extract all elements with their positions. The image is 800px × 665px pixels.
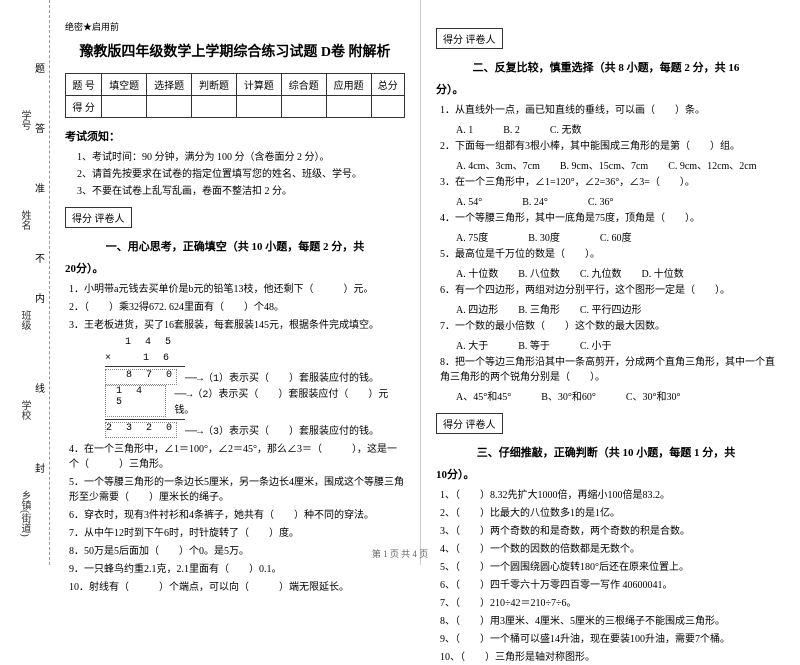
- binding-char: 不: [35, 250, 45, 265]
- binding-label: 班级: [17, 310, 32, 330]
- th: 填空题: [102, 74, 147, 96]
- calc-rule: [105, 419, 185, 420]
- multiplication-work: 1 4 5 × 1 6 8 7 0 ──→（1）表示买（ ）套服装应付的钱。 1 …: [105, 337, 405, 438]
- question: 2．（ ）乘32得672. 624里面有（ ）个48。: [65, 300, 405, 315]
- th: 综合题: [281, 74, 326, 96]
- section-score-box: 得分 评卷人: [65, 207, 132, 228]
- question: 9．一只蜂鸟约重2.1克，2.1里面有（ ）0.1。: [65, 562, 405, 577]
- binding-label: 乡镇(街道): [17, 490, 32, 537]
- section-title-cont: 20分）。: [65, 260, 405, 276]
- question: 7．从中午12时到下午6时，时针旋转了（ ）度。: [65, 526, 405, 541]
- question: 3．王老板进货，买了16套服装，每套服装145元，根据条件完成填空。: [65, 318, 405, 333]
- section-title-cont: 10分）。: [436, 466, 776, 482]
- question: 5、（ ）一个圆围绕圆心旋转180°后还在原来位置上。: [436, 560, 776, 575]
- question: 1．从直线外一点，画已知直线的垂线，可以画（ ）条。: [436, 103, 776, 118]
- binding-label: 学号: [17, 110, 32, 130]
- question: 4．在一个三角形中，∠1＝100°，∠2＝45°，那么∠3＝（ ），这是一个（ …: [65, 442, 405, 472]
- options: A. 大于 B. 等于 C. 小于: [436, 337, 776, 352]
- question: 8、（ ）用3厘米、4厘米、5厘米的三根绳子不能围成三角形。: [436, 614, 776, 629]
- section-score-box: 得分 评卷人: [436, 413, 503, 434]
- question: 3．在一个三角形中，∠1=120°，∠2=36°，∠3=（ ）。: [436, 175, 776, 190]
- section-title: 二、反复比较，慎重选择（共 8 小题，每题 2 分，共 16: [436, 59, 776, 75]
- calc-note: ──→（2）表示买（ ）套服装应付（ ）元钱。: [174, 385, 405, 417]
- question: 2、（ ）比最大的八位数多1的是1亿。: [436, 506, 776, 521]
- binding-char: 线: [35, 380, 45, 395]
- td[interactable]: [102, 96, 147, 118]
- question: 4．一个等腰三角形，其中一底角是75度，顶角是（ ）。: [436, 211, 776, 226]
- td[interactable]: [147, 96, 192, 118]
- notice-item: 2、请首先按要求在试卷的指定位置填写您的姓名、班级、学号。: [65, 165, 405, 180]
- binding-char: 答: [35, 120, 45, 135]
- question: 9、（ ）一个桶可以盛14升油，现在要装100升油，需要7个桶。: [436, 632, 776, 647]
- question: 6．穿衣时，现有3件衬衫和4条裤子，她共有（ ）种不同的穿法。: [65, 508, 405, 523]
- th: 题 号: [66, 74, 102, 96]
- notice-item: 3、不要在试卷上乱写乱画，卷面不整洁扣 2 分。: [65, 182, 405, 197]
- notice-title: 考试须知：: [65, 128, 405, 144]
- right-column: 得分 评卷人 二、反复比较，慎重选择（共 8 小题，每题 2 分，共 16 分）…: [421, 0, 791, 565]
- section-title: 一、用心思考，正确填空（共 10 小题，每题 2 分，共: [65, 238, 405, 254]
- question: 6、（ ）四千零六十万零四百零一写作 40600041。: [436, 578, 776, 593]
- exam-title: 豫教版四年级数学上学期综合练习试题 D卷 附解析: [65, 41, 405, 61]
- question: 5．一个等腰三角形的一条边长5厘米，另一条边长4厘米，围成这个等腰三角形至少需要…: [65, 475, 405, 505]
- calc-result: 2 3 2 0: [105, 422, 177, 438]
- th: 判断题: [192, 74, 237, 96]
- question: 1．小明带a元钱去买单价是b元的铅笔13枝，他还剩下（ ）元。: [65, 282, 405, 297]
- question: 2．下面每一组都有3根小棒，其中能围成三角形的是第（ ）组。: [436, 139, 776, 154]
- binding-label: 学校: [17, 400, 32, 420]
- calc-times: × 1 6: [105, 348, 405, 364]
- section-title-cont: 分）。: [436, 81, 776, 97]
- binding-label: 姓名: [17, 210, 32, 230]
- section-title: 三、仔细推敲，正确判断（共 10 小题，每题 1 分，共: [436, 444, 776, 460]
- th: 总分: [371, 74, 404, 96]
- calc-partial: 1 4 5: [105, 385, 166, 417]
- calc-note: ──→（1）表示买（ ）套服装应付的钱。: [185, 369, 379, 385]
- left-column: 绝密★启用前 豫教版四年级数学上学期综合练习试题 D卷 附解析 题 号 填空题 …: [50, 0, 420, 565]
- table-row: 题 号 填空题 选择题 判断题 计算题 综合题 应用题 总分: [66, 74, 405, 96]
- options: A. 四边形 B. 三角形 C. 平行四边形: [436, 301, 776, 316]
- question: 1、（ ）8.32先扩大1000倍，再缩小100倍是83.2。: [436, 488, 776, 503]
- score-table: 题 号 填空题 选择题 判断题 计算题 综合题 应用题 总分 得 分: [65, 73, 405, 118]
- calc-rule: [105, 366, 185, 367]
- question: 10．射线有（ ）个端点，可以向（ ）端无限延长。: [65, 580, 405, 595]
- options: A. 十位数 B. 八位数 C. 九位数 D. 十位数: [436, 265, 776, 280]
- binding-char: 准: [35, 180, 45, 195]
- calc-num: 1 4 5: [105, 337, 405, 348]
- question: 8．50万是5后面加（ ）个0。是5万。: [65, 544, 405, 559]
- options: A. 54° B. 24° C. 36°: [436, 193, 776, 208]
- calc-partial: 8 7 0: [105, 369, 177, 385]
- td[interactable]: [192, 96, 237, 118]
- table-row: 得 分: [66, 96, 405, 118]
- th: 应用题: [326, 74, 371, 96]
- th: 计算题: [236, 74, 281, 96]
- secret-tag: 绝密★启用前: [65, 20, 405, 33]
- page-footer: 第 1 页 共 4 页: [372, 547, 428, 560]
- binding-char: 内: [35, 290, 45, 305]
- options: A、45°和45° B、30°和60° C、30°和30°: [436, 388, 776, 403]
- question: 4、（ ）一个数的因数的倍数都是无数个。: [436, 542, 776, 557]
- td: 得 分: [66, 96, 102, 118]
- section-score-box: 得分 评卷人: [436, 28, 503, 49]
- options: A. 1 B. 2 C. 无数: [436, 121, 776, 136]
- th: 选择题: [147, 74, 192, 96]
- page-container: 乡镇(街道) 学校 班级 姓名 学号 封 线 内 不 准 答 题 绝密★启用前 …: [0, 0, 800, 565]
- question: 7、（ ）210÷42＝210÷7÷6。: [436, 596, 776, 611]
- question: 8．把一个等边三角形沿其中一条高剪开，分成两个直角三角形，其中一个直角三角形的两…: [436, 355, 776, 385]
- question: 6．有一个四边形，两组对边分别平行，这个图形一定是（ ）。: [436, 283, 776, 298]
- td[interactable]: [281, 96, 326, 118]
- binding-margin: 乡镇(街道) 学校 班级 姓名 学号 封 线 内 不 准 答 题: [0, 0, 50, 565]
- question: 5．最高位是千万位的数是（ ）。: [436, 247, 776, 262]
- calc-note: ──→（3）表示买（ ）套服装应付的钱。: [185, 422, 379, 438]
- question: 10、（ ）三角形是轴对称图形。: [436, 650, 776, 665]
- question: 3、（ ）两个奇数的和是奇数，两个奇数的积是合数。: [436, 524, 776, 539]
- options: A. 75度 B. 30度 C. 60度: [436, 229, 776, 244]
- td[interactable]: [326, 96, 371, 118]
- options: A. 4cm、3cm、7cm B. 9cm、15cm、7cm C. 9cm、12…: [436, 157, 776, 172]
- binding-char: 题: [35, 60, 45, 75]
- td[interactable]: [236, 96, 281, 118]
- binding-char: 封: [35, 460, 45, 475]
- question: 7．一个数的最小倍数（ ）这个数的最大因数。: [436, 319, 776, 334]
- notice-item: 1、考试时间：90 分钟，满分为 100 分（含卷面分 2 分）。: [65, 148, 405, 163]
- td[interactable]: [371, 96, 404, 118]
